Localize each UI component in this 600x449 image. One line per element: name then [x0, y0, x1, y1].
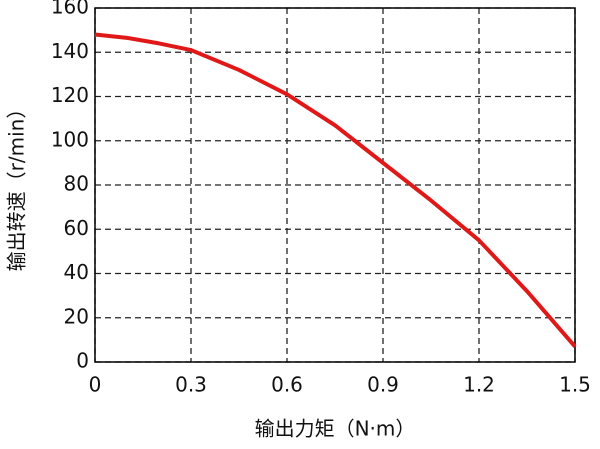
x-tick-label: 0.9	[367, 373, 399, 397]
y-tick-label: 20	[64, 304, 89, 328]
x-tick-label: 0.6	[271, 373, 303, 397]
data-line	[94, 32, 577, 348]
y-axis-label: 输出转速（r/min）	[5, 99, 29, 272]
plot-frame	[94, 7, 576, 363]
y-tick-label: 0	[76, 349, 89, 373]
x-tick-label: 0.3	[175, 373, 207, 397]
x-axis-label: 输出力矩（N·m）	[255, 417, 416, 441]
y-tick-label: 160	[51, 0, 89, 19]
x-tick-label: 1.5	[559, 373, 591, 397]
y-tick-label: 100	[51, 127, 89, 151]
y-tick-label: 60	[64, 216, 89, 240]
y-tick-label: 120	[51, 83, 89, 107]
x-tick-label: 1.2	[463, 373, 495, 397]
y-tick-label: 80	[64, 172, 89, 196]
y-tick-label: 140	[51, 39, 89, 63]
y-tick-label: 40	[64, 260, 89, 284]
x-tick-label: 0	[89, 373, 102, 397]
